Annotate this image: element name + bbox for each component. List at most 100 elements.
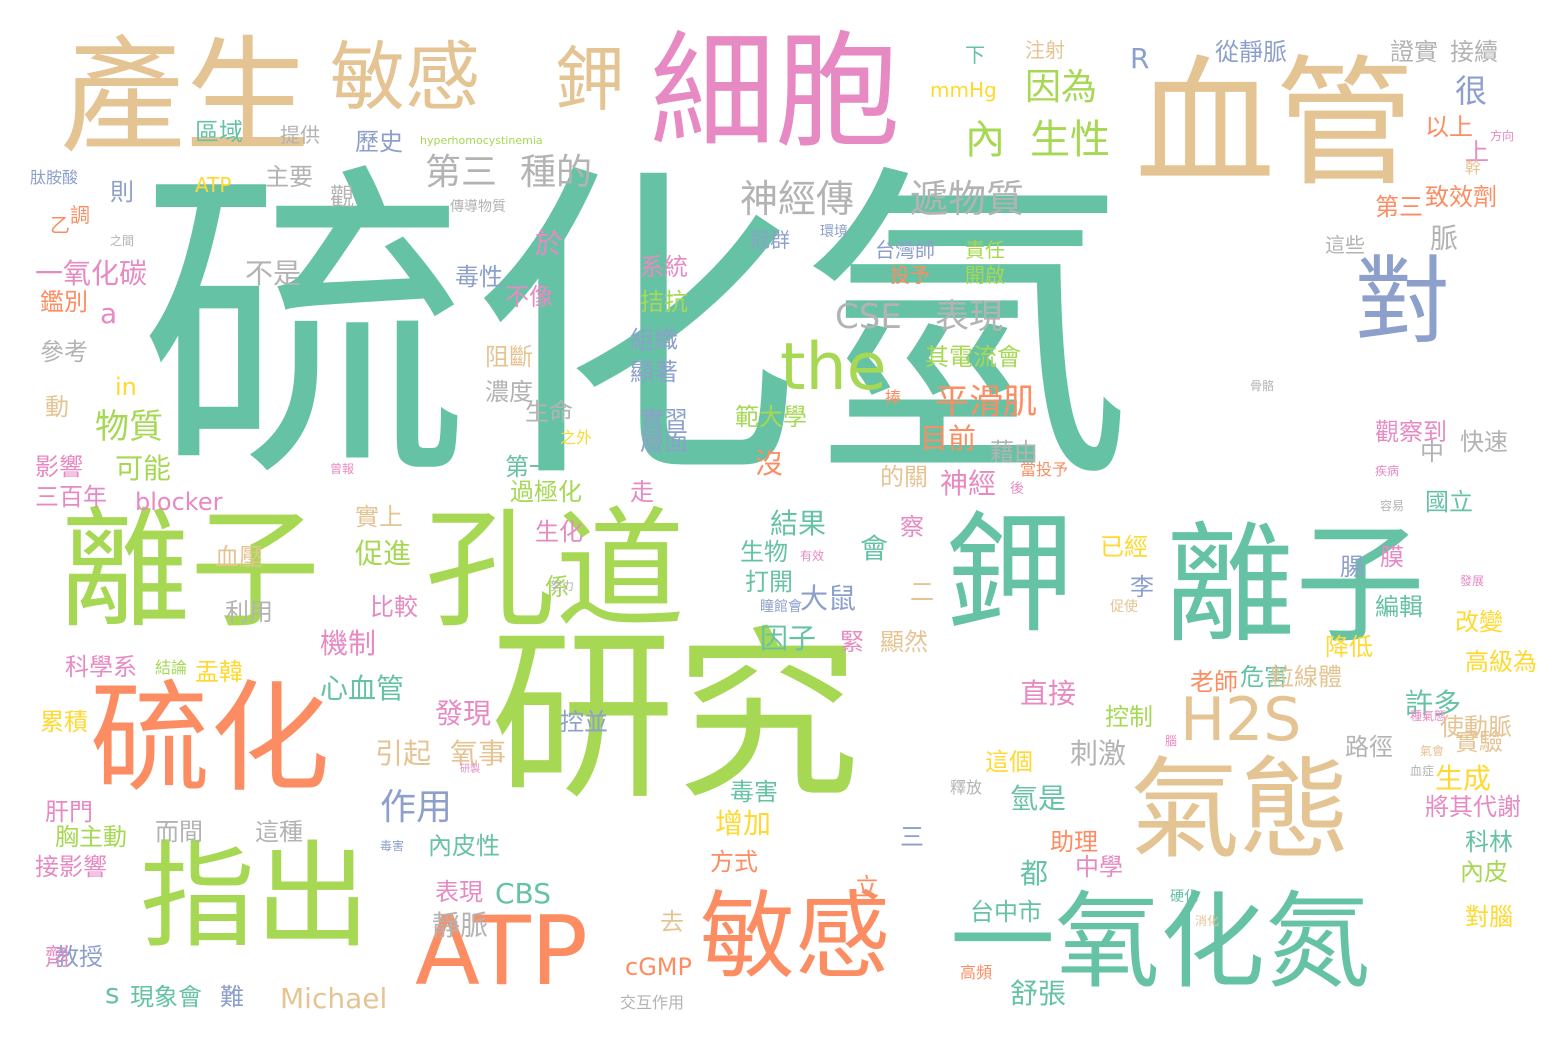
cloud-word: 平滑肌 xyxy=(935,382,1037,422)
cloud-word: 一氧化碳 xyxy=(35,257,148,290)
cloud-word: 結果 xyxy=(770,507,827,540)
cloud-word: 緊 xyxy=(840,628,864,656)
cloud-word: 胸主動 xyxy=(55,823,127,851)
cloud-word: 係 xyxy=(545,573,569,601)
cloud-word: 可能 xyxy=(115,452,172,485)
cloud-word: 開啟 xyxy=(965,263,1005,287)
cloud-word: a xyxy=(100,297,118,330)
cloud-word: 影響 xyxy=(35,453,83,481)
cloud-word: 生成 xyxy=(1435,762,1492,795)
cloud-word: 生物 xyxy=(740,538,788,566)
cloud-word: 對 xyxy=(1355,247,1451,357)
cloud-word: 鑑別 xyxy=(40,288,88,316)
cloud-word: 環境 xyxy=(820,224,848,240)
cloud-word: 心血管 xyxy=(320,672,405,705)
cloud-word: 離子 xyxy=(1165,509,1426,661)
cloud-word: 實驗 xyxy=(1455,728,1503,756)
cloud-word: 走 xyxy=(630,478,654,506)
cloud-word: 引起 xyxy=(375,737,432,770)
cloud-word: 促使 xyxy=(1110,599,1138,615)
cloud-word: 中 xyxy=(1420,438,1444,466)
cloud-word: 釋放 xyxy=(950,778,983,797)
cloud-word: 瞳館會 xyxy=(760,599,802,615)
cloud-word: 國立 xyxy=(1425,488,1473,516)
cloud-word: 方式 xyxy=(710,848,758,876)
cloud-word: 很 xyxy=(1455,72,1488,110)
cloud-word: 顯著 xyxy=(630,358,678,386)
cloud-word: 李 xyxy=(1130,573,1154,601)
cloud-word: hyperhomocystinemia xyxy=(420,134,543,147)
cloud-word: 科林 xyxy=(1465,828,1513,856)
cloud-word: 中學 xyxy=(1075,853,1123,881)
cloud-word: 捧 xyxy=(885,388,902,407)
cloud-word: 硬化 xyxy=(1170,889,1198,905)
cloud-word: R xyxy=(1130,42,1150,75)
cloud-word: 濃度 xyxy=(485,378,533,406)
cloud-word: 接影響 xyxy=(35,853,107,881)
cloud-word: 之外 xyxy=(560,428,593,447)
cloud-word: 其電流會 xyxy=(925,343,1021,371)
cloud-word: 歷史 xyxy=(355,128,403,156)
cloud-word: 這個 xyxy=(985,748,1033,776)
cloud-word: 硫化 xyxy=(90,670,330,809)
cloud-word: 舒張 xyxy=(1010,977,1067,1010)
cloud-word: 立 xyxy=(855,873,879,901)
cloud-word: 努力 xyxy=(550,579,575,593)
cloud-word: 因子 xyxy=(760,622,817,655)
cloud-word: 表現 xyxy=(435,878,483,906)
cloud-word: 消化 xyxy=(1195,914,1220,928)
cloud-word: 許多 xyxy=(1405,687,1462,720)
cloud-word: 種氣態 xyxy=(1410,709,1447,723)
cloud-word: 現象會 xyxy=(130,983,202,1011)
cloud-word: 以上 xyxy=(1425,113,1473,141)
cloud-word: 脈 xyxy=(1430,222,1459,255)
cloud-word: 發現 xyxy=(435,697,492,730)
cloud-word: 氫是 xyxy=(1010,782,1067,815)
cloud-word: 機制 xyxy=(320,627,377,660)
cloud-word: 有效 xyxy=(800,549,825,563)
cloud-word: 高頻 xyxy=(960,963,993,982)
cloud-word: 發展 xyxy=(1460,574,1485,588)
cloud-word: 去 xyxy=(660,908,684,936)
cloud-word: 層面 xyxy=(640,428,688,456)
cloud-word: in xyxy=(115,373,137,401)
cloud-word: 實上 xyxy=(355,503,403,531)
cloud-word: H2S xyxy=(1180,685,1302,755)
cloud-word: 劑 xyxy=(45,943,69,971)
cloud-word: 不是 xyxy=(245,257,302,290)
cloud-word: 膜 xyxy=(1380,543,1404,571)
cloud-word: 對腦 xyxy=(1465,903,1513,931)
cloud-word: 大鼠 xyxy=(800,582,857,615)
cloud-word: 容易 xyxy=(1380,499,1405,513)
cloud-word: 研究 xyxy=(490,609,860,825)
cloud-word: 敏感 xyxy=(700,882,891,992)
cloud-word: 藉由 xyxy=(990,438,1038,466)
cloud-word: 內皮 xyxy=(1460,858,1508,886)
cloud-word: 都 xyxy=(1020,857,1049,890)
cloud-word: 將其代謝 xyxy=(1425,793,1521,821)
cloud-word: 難 xyxy=(220,983,244,1011)
cloud-word: 硫化氫 xyxy=(140,138,1130,522)
cloud-word: 打開 xyxy=(745,568,793,596)
cloud-word: CBS xyxy=(495,877,552,910)
cloud-word: 利用 xyxy=(225,598,273,626)
cloud-word: 生命 xyxy=(525,398,573,426)
cloud-word: 神經 xyxy=(940,467,997,500)
cloud-word: 粒線體 xyxy=(1270,663,1342,691)
cloud-word: 孔道 xyxy=(425,494,686,646)
cloud-word: the xyxy=(780,330,887,405)
cloud-word: 一氧化氮 xyxy=(950,881,1371,1003)
cloud-word: 接續 xyxy=(1450,38,1498,66)
cloud-word: 氧事 xyxy=(450,737,507,770)
cloud-word: ATP xyxy=(195,173,232,197)
cloud-word: 控制 xyxy=(1105,703,1153,731)
cloud-word: 毒害 xyxy=(730,778,778,806)
cloud-word: 實習 xyxy=(640,406,688,434)
cloud-word: 產生 xyxy=(60,25,310,170)
cloud-word: 細胞 xyxy=(650,20,900,165)
cloud-word: 則 xyxy=(110,178,134,206)
cloud-word: 刺激 xyxy=(1070,737,1127,770)
cloud-word: 冠群 xyxy=(750,228,790,252)
cloud-word: 區域 xyxy=(195,118,243,146)
